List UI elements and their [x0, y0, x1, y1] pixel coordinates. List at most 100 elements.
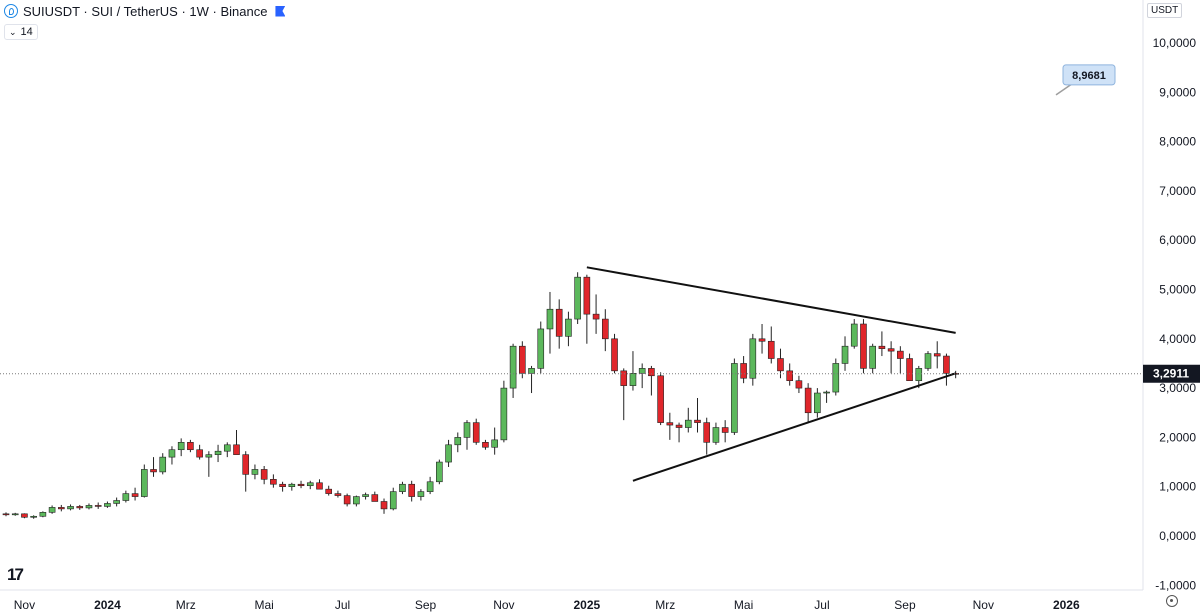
candle-body [601, 318, 609, 340]
candle-body [445, 444, 452, 463]
candle [150, 457, 157, 477]
candle-body [279, 483, 286, 487]
candle [362, 492, 369, 500]
candle-body [141, 469, 148, 497]
annotation-label: 8,9681 [1072, 70, 1106, 82]
candle-body [915, 368, 923, 382]
candle-body [758, 338, 766, 342]
candle-body [67, 506, 74, 510]
candle [657, 372, 664, 426]
x-tick-label: Sep [415, 598, 437, 612]
candle [574, 272, 581, 325]
indicator-toggle[interactable]: ⌄ 14 [4, 24, 38, 40]
candle-body [684, 419, 692, 428]
candle [860, 319, 867, 374]
candle [94, 502, 102, 509]
candle-body [869, 345, 876, 369]
x-tick-label: Jul [335, 598, 350, 612]
candle [325, 485, 333, 496]
candle-body [675, 424, 683, 428]
candle-body [611, 338, 618, 372]
x-tick-label: Mrz [655, 598, 675, 612]
candle [251, 464, 259, 480]
candle-body [260, 469, 268, 480]
x-tick-label: 2026 [1053, 598, 1080, 612]
candle-body [638, 368, 646, 374]
settings-icon[interactable] [1166, 595, 1178, 607]
candle [878, 331, 886, 357]
candle [205, 451, 213, 477]
candle-body [380, 501, 388, 510]
candle-body [546, 308, 554, 330]
candle [897, 346, 904, 374]
candle-body [777, 358, 784, 372]
candle-body [325, 488, 333, 494]
candle-body [712, 427, 720, 443]
candle-body [528, 368, 535, 374]
candle-body [500, 387, 508, 441]
candle-body [657, 375, 664, 423]
candle [684, 407, 692, 433]
trendline [632, 372, 956, 482]
candle [758, 324, 766, 354]
candle-body [943, 355, 950, 374]
candle [601, 309, 609, 352]
candle-body [906, 358, 913, 382]
candle-body [399, 483, 406, 492]
candle [823, 390, 830, 403]
x-tick-label: Mai [254, 598, 273, 612]
time-axis[interactable]: Nov 2024 Mrz Mai Jul Sep Nov 2025 Mrz Mai Jul Sep No… [14, 598, 1080, 612]
candle [767, 326, 775, 364]
candles [2, 272, 959, 519]
candle [389, 487, 397, 511]
candle [214, 444, 222, 463]
candle-body [353, 496, 360, 505]
candle [270, 474, 277, 488]
tradingview-logo-icon[interactable]: 17 [7, 565, 24, 584]
candle-body [436, 461, 443, 483]
candle [76, 504, 84, 510]
symbol-header[interactable]: SUIUSDT · SUI / TetherUS · 1W · Binance [4, 2, 286, 20]
candle [371, 491, 379, 502]
trendlines[interactable] [586, 266, 956, 482]
candle [58, 504, 65, 512]
candle [629, 351, 637, 391]
x-tick-label: Mrz [176, 598, 196, 612]
y-tick-label: 0,0000 [1159, 529, 1196, 543]
candle [297, 480, 305, 489]
candle [2, 512, 10, 517]
symbol-title[interactable]: SUIUSDT · SUI / TetherUS · 1W · Binance [23, 3, 268, 19]
currency-label[interactable]: USDT [1147, 3, 1183, 18]
candle [21, 513, 28, 519]
candle [67, 504, 74, 511]
candle [242, 451, 250, 492]
candle-body [703, 422, 711, 443]
candle-body [795, 380, 803, 389]
candle-body [648, 368, 655, 377]
y-tick-label: 3,0000 [1159, 381, 1196, 395]
candle [519, 341, 526, 379]
candle [712, 422, 720, 445]
candle-body [694, 419, 701, 423]
candle-body [509, 345, 517, 389]
candle-body [731, 363, 738, 433]
candle-body [417, 491, 425, 497]
candle [417, 489, 425, 501]
candle [546, 291, 554, 354]
candle-body [620, 370, 628, 386]
price-axis[interactable]: -1,0000 0,0000 1,0000 2,0000 3,0000 4,0000 5,0… [1153, 36, 1197, 592]
candle-body [48, 507, 56, 513]
candle-body [555, 308, 563, 337]
candle [933, 341, 941, 369]
candle-body [113, 500, 120, 504]
candle [177, 438, 185, 457]
y-tick-label: 1,0000 [1159, 480, 1196, 494]
candle-body [878, 345, 886, 349]
annotation-marker[interactable]: 8,9681 [1055, 64, 1116, 96]
flag-icon[interactable] [275, 5, 286, 17]
candle-body [408, 483, 415, 497]
chevron-down-icon[interactable]: ⌄ [9, 26, 17, 37]
candle-body [749, 338, 757, 379]
candle-body [30, 515, 37, 518]
